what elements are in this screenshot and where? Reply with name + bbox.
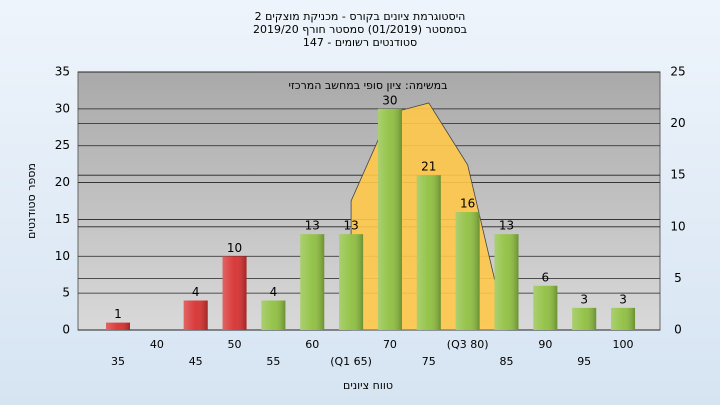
x-tick-label: (Q1 65) [330, 355, 372, 368]
bar-shade [261, 300, 286, 330]
bar-shade [183, 300, 208, 330]
title-line: סטודנטים רשומים - 147 [303, 36, 417, 49]
plot: 0 5 10 15 20 25 30 35 0 5 10 15 20 25 35 40 45 50 55 60 (Q1 … [55, 65, 686, 369]
bar-shade [455, 212, 480, 330]
y-tick-label: 15 [55, 212, 70, 226]
x-tick-label: 100 [613, 338, 634, 351]
y-tick-label: 10 [55, 249, 70, 263]
x-tick-label: 45 [189, 355, 203, 368]
value-label: 30 [382, 93, 397, 107]
bar-shade [339, 234, 364, 330]
bar-shade [572, 307, 597, 330]
bar-shade [377, 108, 402, 330]
x-tick-label: 40 [150, 338, 164, 351]
x-tick-label: 70 [383, 338, 397, 351]
value-label: 4 [192, 285, 200, 299]
y-axis-label: מספר סטודנטים [25, 163, 38, 239]
bar-shade [300, 234, 325, 330]
x-tick-label: 35 [111, 355, 125, 368]
y2-tick-label: 20 [670, 116, 685, 130]
title-line: היסטוגרמת ציונים בקורס - מכניקת מוצקים 2 [255, 10, 466, 23]
y-tick-label: 20 [55, 175, 70, 189]
value-label: 13 [343, 219, 358, 233]
bar-shade [533, 285, 558, 330]
x-tick-label: 50 [228, 338, 242, 351]
annotation: במשימה: ציון סופי במחשב המרכזי [288, 79, 447, 92]
bar-shade [106, 322, 130, 330]
x-tick-label: 85 [500, 355, 514, 368]
value-label: 3 [580, 292, 588, 306]
value-label: 13 [305, 219, 320, 233]
y2-tick-label: 10 [670, 219, 685, 233]
y-tick-label: 25 [55, 138, 70, 152]
y-tick-label: 0 [62, 323, 70, 337]
bar-shade [416, 175, 441, 330]
value-label: 3 [619, 292, 627, 306]
bar-shade [611, 307, 636, 330]
y-tick-label: 5 [62, 286, 70, 300]
y-tick-label: 30 [55, 101, 70, 115]
x-tick-label: 95 [577, 355, 591, 368]
y2-tick-label: 25 [670, 65, 685, 79]
y2-tick-label: 15 [670, 168, 685, 182]
x-tick-label: 60 [305, 338, 319, 351]
value-label: 10 [227, 241, 242, 255]
y2-tick-label: 0 [674, 323, 682, 337]
x-tick-label: 90 [538, 338, 552, 351]
value-label: 13 [499, 219, 514, 233]
x-tick-label: 75 [422, 355, 436, 368]
value-label: 6 [542, 270, 550, 284]
value-label: 4 [270, 285, 278, 299]
x-tick-label: 55 [266, 355, 280, 368]
title-line: בסמסטר (01/2019) סמסטר חורף 2019/20 [253, 23, 467, 36]
y2-tick-label: 5 [674, 271, 682, 285]
y-tick-label: 35 [55, 65, 70, 79]
x-axis-label: טווח ציונים [343, 379, 393, 392]
value-label: 21 [421, 160, 436, 174]
value-label: 1 [114, 307, 122, 321]
x-tick-label: (Q3 80) [447, 338, 489, 351]
bar-shade [222, 256, 247, 330]
bar-shade [494, 234, 519, 330]
value-label: 16 [460, 197, 475, 211]
